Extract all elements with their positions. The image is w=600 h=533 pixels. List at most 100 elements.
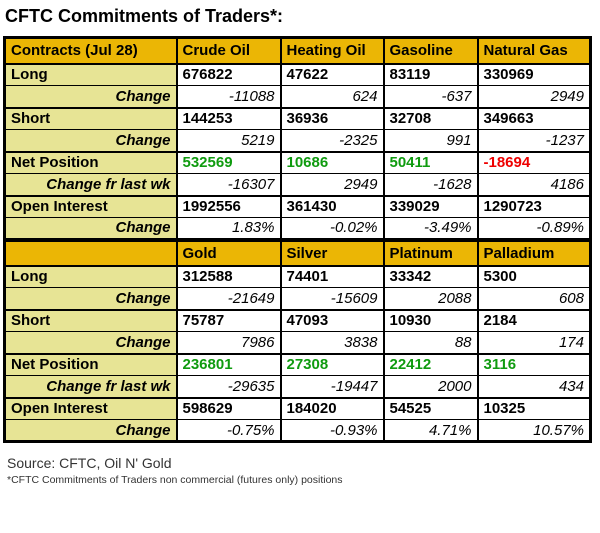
cell-value: 312588	[175, 264, 282, 288]
column-header: Gold	[175, 237, 282, 267]
table-section-2: Gold Silver Platinum Palladium Long 312588 744…	[3, 237, 592, 442]
cell-value: 10930	[382, 308, 479, 332]
cell-value: -0.02%	[279, 217, 385, 240]
table-row: Change 1.83% -0.02% -3.49% -0.89%	[3, 217, 592, 240]
cell-value: 174	[476, 331, 592, 354]
page-title: CFTC Commitments of Traders*:	[5, 6, 284, 26]
table-section-1: Contracts (Jul 28) Crude Oil Heating Oil Ga…	[3, 36, 592, 240]
column-header: Platinum	[382, 237, 479, 267]
column-header: Heating Oil	[279, 36, 385, 65]
cell-value: -637	[382, 85, 479, 108]
cell-value: -11088	[175, 85, 282, 108]
report-page: CFTC Commitments of Traders*: Contracts …	[3, 6, 592, 486]
cell-value: 1.83%	[175, 217, 282, 240]
cell-value: 22412	[382, 352, 479, 376]
cell-value: 3116	[476, 352, 592, 376]
cell-value: 2949	[279, 173, 385, 196]
cell-value: 83119	[382, 62, 479, 86]
cell-value: 144253	[175, 106, 282, 130]
column-header: Natural Gas	[476, 36, 592, 65]
cell-value: -18694	[476, 150, 592, 174]
cell-value: -1628	[382, 173, 479, 196]
table-row: Long 676822 47622 83119 330969	[3, 62, 592, 86]
cell-value: 624	[279, 85, 385, 108]
cell-value: 2949	[476, 85, 592, 108]
cell-value: 608	[476, 287, 592, 310]
cot-table: Contracts (Jul 28) Crude Oil Heating Oil Ga…	[3, 36, 592, 443]
cell-value: 1992556	[175, 194, 282, 218]
row-label: Change	[3, 217, 178, 240]
cell-value: -1237	[476, 129, 592, 152]
source-text: Source: CFTC, Oil N' Gold	[7, 455, 172, 471]
row-label: Change	[3, 287, 178, 310]
column-header: Silver	[279, 237, 385, 267]
table-row: Short 144253 36936 32708 349663	[3, 106, 592, 130]
row-label: Net Position	[3, 150, 178, 174]
cell-value: 10686	[279, 150, 385, 174]
row-label: Open Interest	[3, 396, 178, 420]
cell-value: 10325	[476, 396, 592, 420]
row-label: Change	[3, 331, 178, 354]
column-header: Palladium	[476, 237, 592, 267]
cell-value: 532569	[175, 150, 282, 174]
cell-value: 184020	[279, 396, 385, 420]
header-row: Gold Silver Platinum Palladium	[3, 237, 592, 267]
cell-value: 5300	[476, 264, 592, 288]
row-label: Change fr last wk	[3, 375, 178, 398]
table-row: Change -0.75% -0.93% 4.71% 10.57%	[3, 419, 592, 442]
row-label: Change	[3, 419, 178, 442]
cell-value: 50411	[382, 150, 479, 174]
cell-value: 2184	[476, 308, 592, 332]
cell-value: -16307	[175, 173, 282, 196]
cell-value: 2000	[382, 375, 479, 398]
table-row: Change 5219 -2325 991 -1237	[3, 129, 592, 152]
cell-value: 3838	[279, 331, 385, 354]
cell-value: 10.57%	[476, 419, 592, 442]
cell-value: 2088	[382, 287, 479, 310]
cell-value: -19447	[279, 375, 385, 398]
cell-value: 4186	[476, 173, 592, 196]
cell-value: 339029	[382, 194, 479, 218]
cell-value: 32708	[382, 106, 479, 130]
cell-value: 330969	[476, 62, 592, 86]
cell-value: 598629	[175, 396, 282, 420]
cell-value: 33342	[382, 264, 479, 288]
cell-value: 361430	[279, 194, 385, 218]
table-row: Open Interest 598629 184020 54525 10325	[3, 396, 592, 420]
cell-value: 27308	[279, 352, 385, 376]
table-row: Change -21649 -15609 2088 608	[3, 287, 592, 310]
cell-value: 1290723	[476, 194, 592, 218]
cell-value: 5219	[175, 129, 282, 152]
table-row: Change fr last wk -16307 2949 -1628 4186	[3, 173, 592, 196]
row-label: Change	[3, 129, 178, 152]
cell-value: -29635	[175, 375, 282, 398]
row-label: Change fr last wk	[3, 173, 178, 196]
cell-value: 75787	[175, 308, 282, 332]
cell-value: -0.89%	[476, 217, 592, 240]
row-label: Short	[3, 106, 178, 130]
cell-value: -21649	[175, 287, 282, 310]
footnote-text: *CFTC Commitments of Traders non commerc…	[7, 474, 343, 486]
table-row: Change fr last wk -29635 -19447 2000 434	[3, 375, 592, 398]
table-row: Net Position 532569 10686 50411 -18694	[3, 150, 592, 174]
row-label: Net Position	[3, 352, 178, 376]
blank-header	[3, 237, 178, 267]
cell-value: -2325	[279, 129, 385, 152]
cell-value: 88	[382, 331, 479, 354]
row-label: Change	[3, 85, 178, 108]
row-label: Long	[3, 62, 178, 86]
table-row: Long 312588 74401 33342 5300	[3, 264, 592, 288]
cell-value: 676822	[175, 62, 282, 86]
cell-value: 47093	[279, 308, 385, 332]
column-header: Gasoline	[382, 36, 479, 65]
header-row: Contracts (Jul 28) Crude Oil Heating Oil Ga…	[3, 36, 592, 65]
corner-header: Contracts (Jul 28)	[3, 36, 178, 65]
row-label: Long	[3, 264, 178, 288]
cell-value: -3.49%	[382, 217, 479, 240]
table-row: Net Position 236801 27308 22412 3116	[3, 352, 592, 376]
cell-value: -0.93%	[279, 419, 385, 442]
cell-value: 74401	[279, 264, 385, 288]
cell-value: 47622	[279, 62, 385, 86]
column-header: Crude Oil	[175, 36, 282, 65]
table-row: Change 7986 3838 88 174	[3, 331, 592, 354]
